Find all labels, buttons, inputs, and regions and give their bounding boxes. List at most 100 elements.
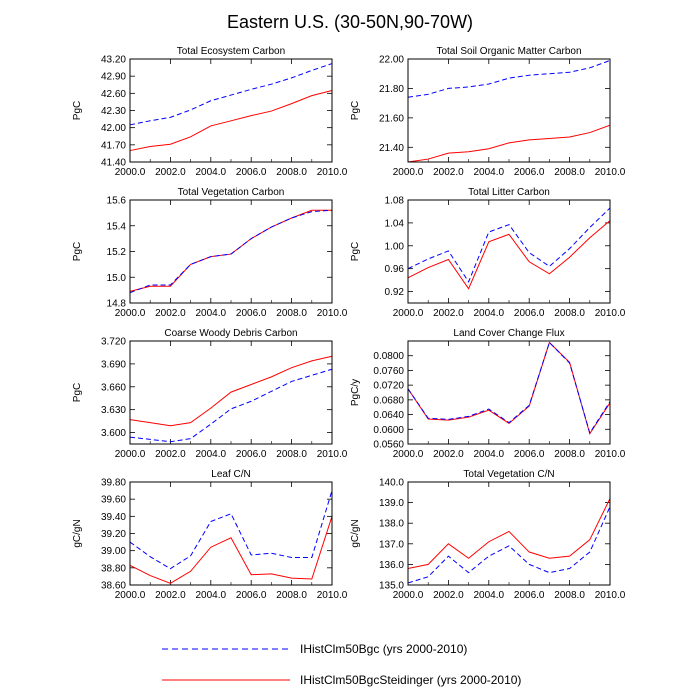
series-line-steidinger [407, 220, 611, 290]
x-tick-label: 2004.0 [474, 308, 505, 319]
x-tick-label: 2006.0 [236, 308, 267, 319]
y-tick-label: 41.40 [101, 158, 126, 169]
x-tick-label: 2004.0 [474, 167, 505, 178]
y-axis-label: gC/gN [350, 519, 361, 547]
x-tick-label: 2006.0 [514, 167, 545, 178]
x-tick-label: 2000.0 [115, 449, 146, 460]
y-tick-label: 140.0 [379, 478, 404, 489]
series-line-steidinger [407, 498, 611, 570]
y-tick-label: 3.720 [101, 337, 126, 348]
x-tick-label: 2000.0 [393, 308, 424, 319]
x-tick-label: 2004.0 [196, 449, 227, 460]
chart-panel-0: Total Ecosystem Carbon PgC 2000.0 2002.0 200… [72, 46, 348, 178]
y-tick-label: 138.0 [379, 519, 404, 530]
legend: IHistClm50Bgc (yrs 2000-2010) IHistClm50… [162, 642, 521, 687]
x-tick-label: 2000.0 [393, 167, 424, 178]
x-tick-label: 2010.0 [595, 308, 626, 319]
x-tick-label: 2004.0 [474, 590, 505, 601]
y-axis-label: PgC [72, 383, 83, 402]
y-tick-label: 39.80 [101, 478, 126, 489]
x-tick-label: 2008.0 [276, 449, 307, 460]
series-line-bgc [129, 209, 333, 294]
series-line-bgc [129, 368, 333, 443]
x-tick-label: 2004.0 [196, 167, 227, 178]
x-tick-label: 2006.0 [236, 167, 267, 178]
series-line-bgc [129, 490, 333, 570]
chart-panel-3: Total Litter Carbon PgC 2000.0 2002.0 2004.0… [350, 187, 626, 319]
x-tick-label: 2008.0 [554, 167, 585, 178]
legend-label-bgc: IHistClm50Bgc (yrs 2000-2010) [300, 642, 467, 656]
x-tick-label: 2010.0 [317, 308, 348, 319]
y-tick-label: 1.08 [385, 196, 405, 207]
chart-title: Total Ecosystem Carbon [177, 46, 285, 57]
plot-frame [407, 481, 611, 586]
x-tick-label: 2010.0 [317, 167, 348, 178]
x-tick-label: 2008.0 [554, 308, 585, 319]
x-tick-label: 2000.0 [393, 449, 424, 460]
y-tick-label: 136.0 [379, 560, 404, 571]
y-tick-label: 42.90 [101, 72, 126, 83]
x-tick-label: 2006.0 [236, 449, 267, 460]
y-tick-label: 1.04 [385, 218, 405, 229]
plot-frame [129, 58, 333, 163]
chart-title: Total Litter Carbon [468, 187, 550, 198]
x-tick-label: 2002.0 [155, 449, 186, 460]
chart-title: Leaf C/N [211, 469, 250, 480]
y-tick-label: 21.80 [379, 84, 404, 95]
x-tick-label: 2010.0 [317, 590, 348, 601]
x-tick-label: 2000.0 [115, 167, 146, 178]
series-line-steidinger [129, 516, 333, 584]
y-tick-label: 0.0720 [373, 381, 404, 392]
chart-title: Land Cover Change Flux [453, 328, 564, 339]
chart-title: Total Vegetation Carbon [178, 187, 285, 198]
y-tick-label: 15.6 [107, 196, 127, 207]
y-tick-label: 0.0560 [373, 440, 404, 451]
x-tick-label: 2002.0 [433, 449, 464, 460]
x-tick-label: 2004.0 [474, 449, 505, 460]
y-tick-label: 41.70 [101, 140, 126, 151]
y-tick-label: 0.96 [385, 264, 405, 275]
series-line-steidinger [129, 355, 333, 427]
x-tick-label: 2010.0 [595, 167, 626, 178]
y-axis-label: PgC [350, 101, 361, 120]
y-axis-label: gC/gN [72, 519, 83, 547]
y-tick-label: 39.40 [101, 512, 126, 523]
panels-group: Total Ecosystem Carbon PgC 2000.0 2002.0 200… [72, 46, 626, 601]
x-tick-label: 2008.0 [276, 308, 307, 319]
plot-frame [407, 340, 611, 445]
chart-title: Total Soil Organic Matter Carbon [436, 46, 581, 57]
x-tick-label: 2006.0 [514, 449, 545, 460]
y-tick-label: 21.40 [379, 143, 404, 154]
y-tick-label: 21.60 [379, 113, 404, 124]
chart-panel-5: Land Cover Change Flux PgC/y 2000.0 2002.0 2… [350, 328, 626, 460]
x-tick-label: 2006.0 [514, 590, 545, 601]
y-axis-label: PgC [72, 101, 83, 120]
x-tick-label: 2006.0 [514, 308, 545, 319]
y-tick-label: 22.00 [379, 55, 404, 66]
chart-panel-2: Total Vegetation Carbon PgC 2000.0 2002.0 20… [72, 187, 348, 319]
y-tick-label: 3.630 [101, 405, 126, 416]
x-tick-label: 2006.0 [236, 590, 267, 601]
series-line-bgc [407, 60, 611, 98]
x-tick-label: 2008.0 [554, 449, 585, 460]
y-tick-label: 3.690 [101, 359, 126, 370]
plot-frame [129, 481, 333, 586]
chart-panel-1: Total Soil Organic Matter Carbon PgC 2000.… [350, 46, 626, 178]
y-tick-label: 135.0 [379, 581, 404, 592]
legend-label-steidinger: IHistClm50BgcSteidinger (yrs 2000-2010) [300, 673, 521, 687]
x-tick-label: 2004.0 [196, 308, 227, 319]
y-tick-label: 42.30 [101, 106, 126, 117]
x-tick-label: 2002.0 [433, 167, 464, 178]
y-tick-label: 0.0680 [373, 395, 404, 406]
y-tick-label: 42.00 [101, 123, 126, 134]
y-tick-label: 43.20 [101, 55, 126, 66]
y-tick-label: 0.0760 [373, 366, 404, 377]
y-tick-label: 15.2 [107, 247, 127, 258]
plot-frame [407, 58, 611, 163]
y-tick-label: 38.80 [101, 563, 126, 574]
y-tick-label: 137.0 [379, 539, 404, 550]
chart-title: Total Vegetation C/N [463, 469, 554, 480]
series-line-bgc [129, 63, 333, 126]
x-tick-label: 2000.0 [115, 590, 146, 601]
